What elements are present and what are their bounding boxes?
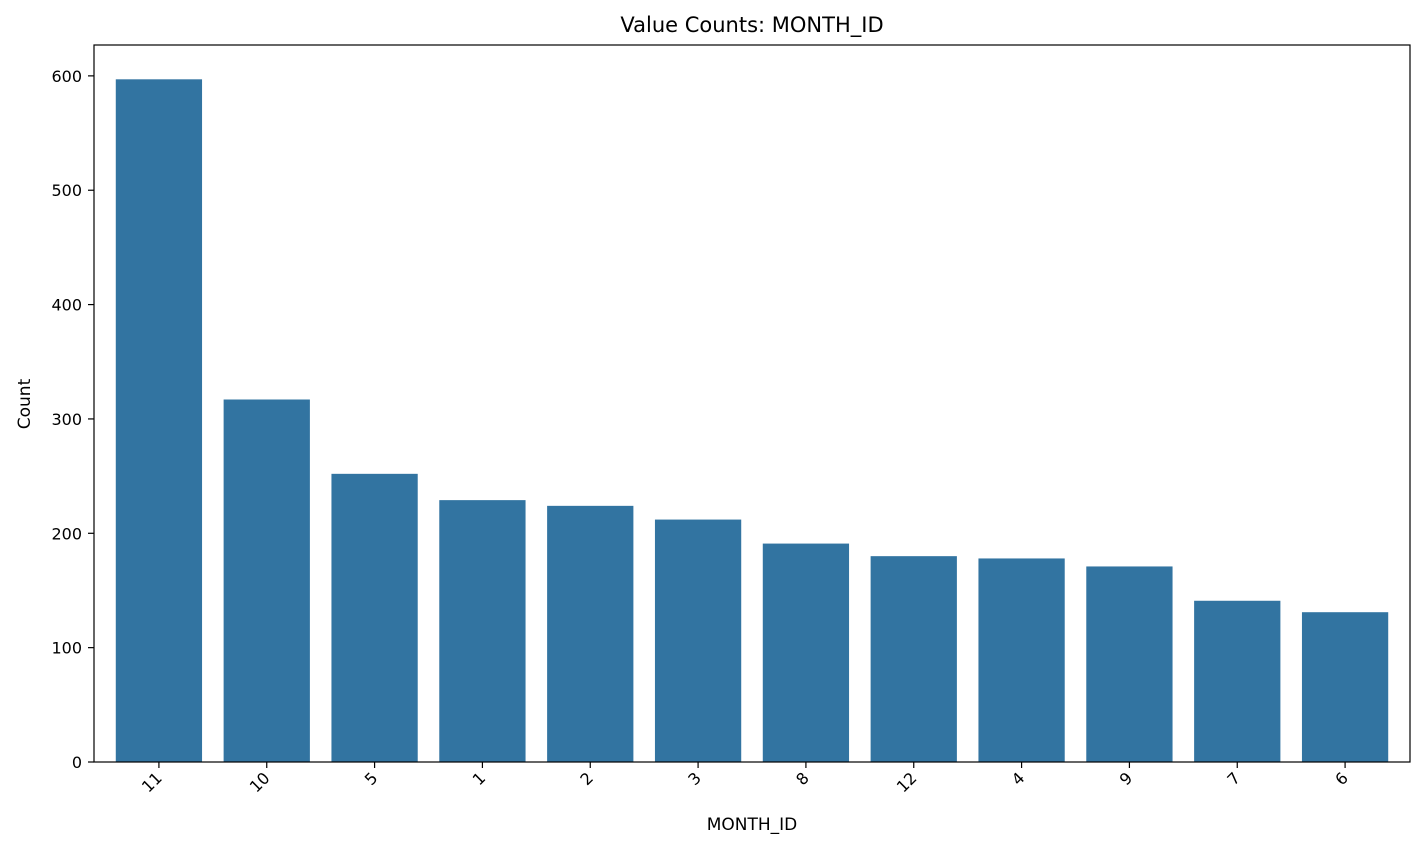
y-tick-label-200: 200 <box>51 524 82 543</box>
y-axis-label: Count <box>15 378 35 429</box>
y-tick-label-500: 500 <box>51 181 82 200</box>
bar-6 <box>1301 612 1389 762</box>
bar-2 <box>547 505 634 762</box>
y-tick-label-400: 400 <box>51 296 82 315</box>
bar-5 <box>331 473 418 762</box>
bar-4 <box>978 558 1065 762</box>
bar-3 <box>654 519 742 762</box>
chart-title: Value Counts: MONTH_ID <box>620 13 883 38</box>
bars-layer <box>115 79 1389 762</box>
bar-7 <box>1194 600 1281 762</box>
bar-10 <box>223 399 310 762</box>
y-tick-label-300: 300 <box>51 410 82 429</box>
x-axis-label: MONTH_ID <box>707 815 798 835</box>
bar-8 <box>762 543 850 762</box>
y-tick-label-600: 600 <box>51 67 82 86</box>
bar-9 <box>1086 566 1173 762</box>
y-tick-label-100: 100 <box>51 639 82 658</box>
bar-11 <box>115 79 203 762</box>
plot-frame <box>93 44 1411 763</box>
bar-1 <box>439 500 526 762</box>
bar-12 <box>870 556 957 762</box>
y-tick-label-0: 0 <box>72 753 82 772</box>
y-axis: 0 100 200 300 400 500 600 <box>51 67 94 772</box>
